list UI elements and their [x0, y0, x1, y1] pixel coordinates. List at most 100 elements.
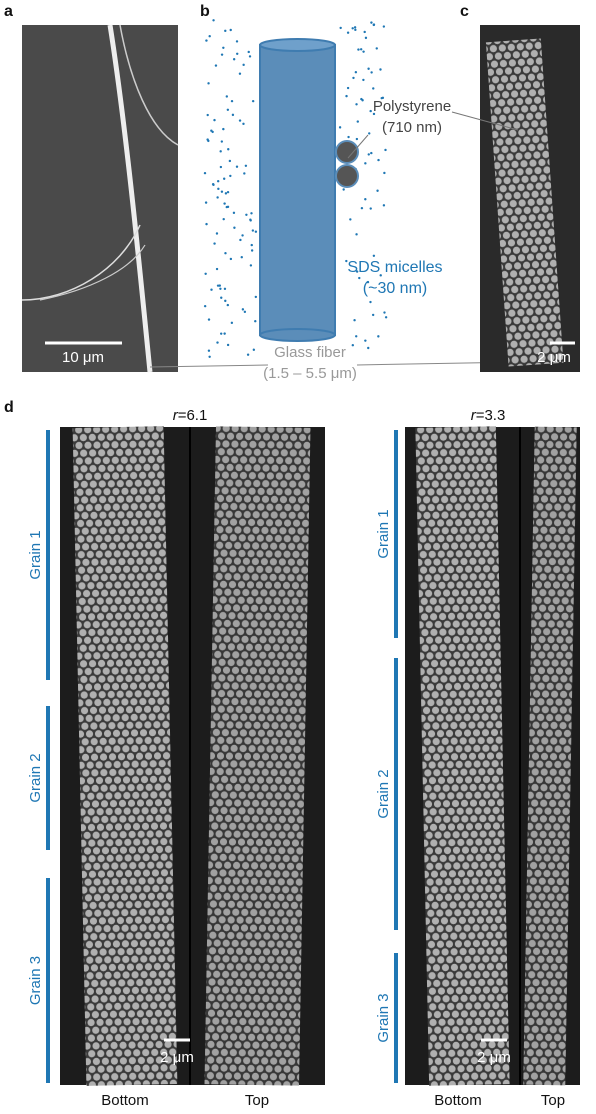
micelle-dot — [223, 178, 225, 180]
micelle-dot — [221, 53, 223, 55]
micelle-dot — [360, 48, 362, 50]
micelle-dot — [383, 25, 385, 27]
micelle-dot — [377, 159, 379, 161]
micelle-dot — [216, 196, 218, 198]
page: a 10 μm b Polystyrene (710 nm) SDS micel… — [0, 0, 596, 1114]
micelle-dot — [233, 58, 235, 60]
micelle-dot — [242, 308, 244, 310]
micelle-dot — [362, 50, 364, 52]
micelle-dot — [251, 244, 253, 246]
micelle-dot — [370, 207, 372, 209]
micelle-dot — [236, 166, 238, 168]
micelle-dot — [222, 128, 224, 130]
annotation: Polystyrene — [373, 98, 451, 115]
grain-label: Grain 3 — [375, 993, 392, 1042]
micelle-dot — [207, 82, 209, 84]
micelle-dot — [207, 114, 209, 116]
sphere — [336, 165, 358, 187]
micelle-dot — [220, 297, 222, 299]
cylinder-top — [260, 39, 335, 51]
micelle-dot — [239, 73, 241, 75]
micelle-dot — [242, 64, 244, 66]
annotation: (~30 nm) — [363, 280, 427, 297]
micelle-dot — [222, 47, 224, 49]
micelle-dot — [370, 21, 372, 23]
micelle-dot — [247, 354, 249, 356]
micelle-dot — [208, 350, 210, 352]
micelle-dot — [248, 51, 250, 53]
micelle-dot — [339, 27, 341, 29]
micelle-dot — [351, 27, 353, 29]
micelle-dot — [373, 255, 375, 257]
micelle-dot — [221, 140, 223, 142]
ratio-value: =3.3 — [476, 407, 506, 424]
micelle-dot — [242, 123, 244, 125]
micelle-dot — [223, 332, 225, 334]
micelle-dot — [342, 188, 344, 190]
micelle-dot — [352, 344, 354, 346]
micelle-dot — [220, 332, 222, 334]
micelle-dot — [217, 284, 219, 286]
micelle-dot — [349, 218, 351, 220]
micelle-dot — [250, 212, 252, 214]
micelle-dot — [361, 99, 363, 101]
crystal — [205, 426, 311, 1086]
micelle-dot — [206, 138, 208, 140]
micelle-dot — [226, 95, 228, 97]
sphere — [336, 141, 358, 163]
micelle-dot — [211, 131, 213, 133]
ratio-value: =6.1 — [178, 407, 208, 424]
micelle-dot — [204, 172, 206, 174]
micelle-dot — [216, 232, 218, 234]
sem-image — [22, 25, 178, 372]
micelle-dot — [383, 172, 385, 174]
micelle-dot — [355, 103, 357, 105]
micelle-dot — [254, 320, 256, 322]
panel-label: d — [4, 399, 14, 416]
micelle-dot — [243, 172, 245, 174]
micelle-dot — [251, 249, 253, 251]
micelle-dot — [356, 138, 358, 140]
micelle-dot — [361, 207, 363, 209]
micelle-dot — [227, 191, 229, 193]
micelle-dot — [347, 87, 349, 89]
micelle-dot — [370, 152, 372, 154]
micelle-dot — [210, 288, 212, 290]
micelle-dot — [373, 24, 375, 26]
cylinder-bottom — [260, 329, 335, 341]
micelle-dot — [362, 79, 364, 81]
micelle-dot — [368, 132, 370, 134]
micelle-dot — [239, 239, 241, 241]
micelle-dot — [236, 53, 238, 55]
micelle-dot — [354, 26, 356, 28]
micelle-dot — [231, 100, 233, 102]
scale-bar-label: 2 μm — [160, 1049, 194, 1066]
annotation: SDS micelles — [347, 259, 442, 276]
micelle-dot — [233, 212, 235, 214]
micelle-dot — [369, 110, 371, 112]
micelle-dot — [376, 47, 378, 49]
micelle-dot — [370, 71, 372, 73]
micelle-dot — [217, 188, 219, 190]
micelle-dot — [205, 201, 207, 203]
micelle-dot — [217, 180, 219, 182]
figure: a 10 μm b Polystyrene (710 nm) SDS micel… — [0, 0, 596, 1114]
micelle-dot — [365, 37, 367, 39]
scale-bar-label: 2 μm — [537, 349, 571, 366]
micelle-dot — [255, 296, 257, 298]
annotation: Glass fiber — [274, 344, 346, 361]
micelle-dot — [245, 165, 247, 167]
micelle-dot — [372, 87, 374, 89]
micelle-dot — [353, 319, 355, 321]
micelle-dot — [227, 304, 229, 306]
micelle-dot — [252, 100, 254, 102]
sample-title: r=3.3 — [471, 407, 506, 424]
micelle-dot — [241, 256, 243, 258]
micelle-dot — [204, 273, 206, 275]
scale-bar-label: 2 μm — [477, 1049, 511, 1066]
micelle-dot — [369, 301, 371, 303]
micelle-dot — [227, 148, 229, 150]
micelle-dot — [224, 252, 226, 254]
micelle-dot — [212, 19, 214, 21]
micelle-dot — [224, 288, 226, 290]
